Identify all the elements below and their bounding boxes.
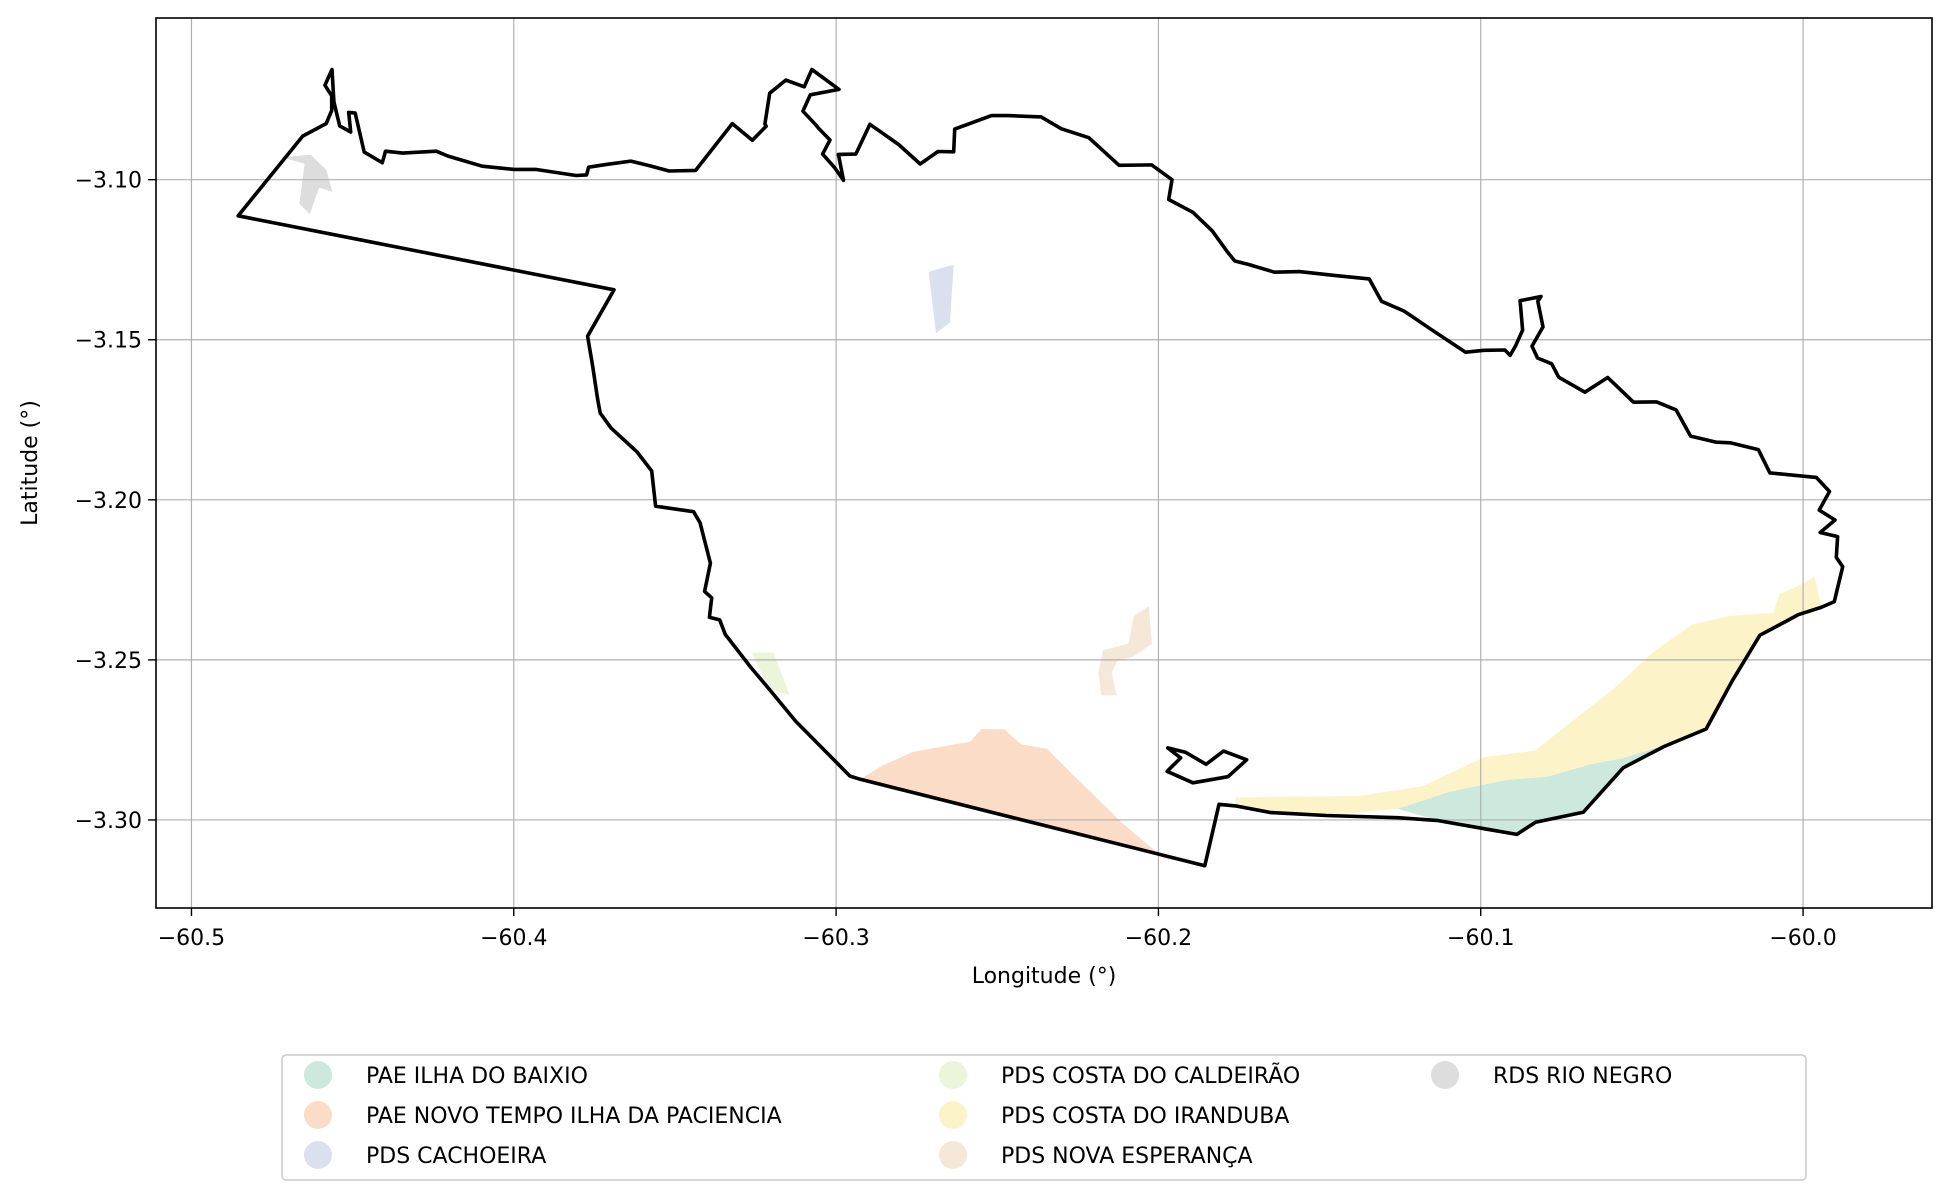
legend-item-pae-ilha-do-baixio: PAE ILHA DO BAIXIO bbox=[304, 1061, 588, 1089]
legend-item-pds-nova-esperanca: PDS NOVA ESPERANÇA bbox=[939, 1141, 1253, 1169]
x-axis-label: Longitude (°) bbox=[972, 964, 1117, 989]
y-axis-label: Latitude (°) bbox=[18, 400, 43, 526]
x-tick-label: −60.1 bbox=[1447, 926, 1514, 951]
legend-item-rds-rio-negro: RDS RIO NEGRO bbox=[1431, 1061, 1672, 1089]
legend-item-pae-novo-tempo-ilha-da-paciencia: PAE NOVO TEMPO ILHA DA PACIENCIA bbox=[304, 1101, 782, 1129]
area-pae-novo-tempo-ilha-da-paciencia bbox=[860, 729, 1205, 866]
legend-label: PAE ILHA DO BAIXIO bbox=[366, 1064, 588, 1089]
legend-label: PDS CACHOEIRA bbox=[366, 1144, 546, 1169]
legend-marker bbox=[939, 1141, 967, 1169]
protected-areas-layer bbox=[281, 154, 1822, 866]
x-tick-label: −60.5 bbox=[158, 926, 225, 951]
legend-entries: PAE ILHA DO BAIXIO PAE NOVO TEMPO ILHA DA… bbox=[304, 1061, 1672, 1169]
legend-item-pds-cachoeira: PDS CACHOEIRA bbox=[304, 1141, 546, 1169]
y-axis-ticks: −3.10 −3.15 −3.20 −3.25 −3.30 bbox=[75, 169, 156, 834]
x-tick-label: −60.3 bbox=[802, 926, 869, 951]
area-pds-cachoeira bbox=[928, 264, 954, 334]
plot-frame bbox=[155, 17, 1933, 909]
legend-frame bbox=[281, 1054, 1807, 1181]
x-tick-label: −60.0 bbox=[1769, 926, 1836, 951]
municipality-boundary-layer bbox=[236, 67, 1845, 868]
legend-marker bbox=[304, 1101, 332, 1129]
area-rds-rio-negro bbox=[281, 154, 333, 215]
legend-item-pds-costa-do-iranduba: PDS COSTA DO IRANDUBA bbox=[939, 1101, 1289, 1129]
legend-label: PAE NOVO TEMPO ILHA DA PACIENCIA bbox=[366, 1104, 782, 1129]
area-pds-nova-esperanca bbox=[1098, 606, 1152, 696]
y-tick-label: −3.20 bbox=[75, 489, 142, 514]
legend-label: PDS COSTA DO IRANDUBA bbox=[1001, 1104, 1289, 1129]
legend-marker bbox=[304, 1141, 332, 1169]
legend-item-pds-costa-do-caldeirao: PDS COSTA DO CALDEIRÃO bbox=[939, 1061, 1300, 1089]
legend-label: PDS COSTA DO CALDEIRÃO bbox=[1001, 1062, 1300, 1089]
x-tick-label: −60.2 bbox=[1125, 926, 1192, 951]
y-tick-label: −3.25 bbox=[75, 649, 142, 674]
legend-label: PDS NOVA ESPERANÇA bbox=[1001, 1144, 1253, 1169]
area-pds-costa-do-caldeirao bbox=[751, 652, 790, 696]
legend-marker bbox=[939, 1101, 967, 1129]
legend-marker bbox=[304, 1061, 332, 1089]
legend-marker bbox=[1431, 1061, 1459, 1089]
area-pae-ilha-do-baixio bbox=[1397, 746, 1661, 835]
x-axis-ticks: −60.5 −60.4 −60.3 −60.2 −60.1 −60.0 bbox=[158, 908, 1837, 951]
x-tick-label: −60.4 bbox=[480, 926, 547, 951]
y-tick-label: −3.10 bbox=[75, 169, 142, 194]
area-pds-costa-do-iranduba bbox=[1235, 576, 1822, 816]
legend-marker bbox=[939, 1061, 967, 1089]
y-tick-label: −3.15 bbox=[75, 329, 142, 354]
municipality-boundary bbox=[236, 67, 1845, 868]
legend: PAE ILHA DO BAIXIO PAE NOVO TEMPO ILHA DA… bbox=[281, 1054, 1807, 1181]
island-boundary bbox=[1165, 746, 1249, 785]
y-tick-label: −3.30 bbox=[75, 809, 142, 834]
legend-label: RDS RIO NEGRO bbox=[1493, 1064, 1672, 1089]
